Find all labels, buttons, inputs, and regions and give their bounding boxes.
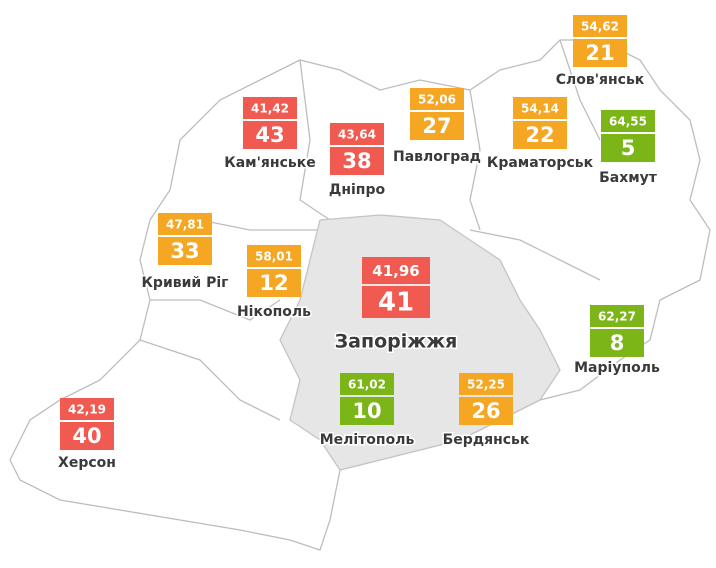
rank-box — [247, 269, 301, 297]
score-box — [247, 245, 301, 267]
city-name: Павлоград — [393, 149, 481, 165]
rank-box — [410, 112, 464, 140]
rank-box — [243, 121, 297, 149]
rank: 22 — [525, 123, 554, 147]
score: 54,62 — [581, 20, 619, 34]
rank-box — [158, 237, 212, 265]
rank-box — [362, 286, 430, 318]
city-name: Дніпро — [329, 182, 386, 198]
rank: 40 — [72, 424, 101, 448]
score-box — [601, 110, 655, 132]
city-name: Кривий Ріг — [141, 275, 228, 291]
rank-box — [513, 121, 567, 149]
rank-box — [459, 397, 513, 425]
score-box — [60, 398, 114, 420]
city-name: Запоріжжя — [335, 331, 458, 353]
rank: 33 — [170, 239, 199, 263]
rank: 21 — [585, 41, 614, 65]
rank-box — [340, 397, 394, 425]
city-name: Слов'янськ — [556, 72, 645, 88]
score: 42,19 — [68, 403, 106, 417]
city-name: Бахмут — [599, 170, 658, 186]
score-box — [590, 305, 644, 327]
rank-box — [330, 147, 384, 175]
score: 54,14 — [521, 102, 559, 116]
score: 52,06 — [418, 93, 456, 107]
city-name: Херсон — [58, 455, 116, 471]
city-name: Мелітополь — [320, 432, 415, 448]
rank: 10 — [352, 399, 381, 423]
rank: 12 — [259, 271, 288, 295]
score: 62,27 — [598, 310, 636, 324]
rank-box — [573, 39, 627, 67]
city-name: Бердянськ — [443, 432, 530, 448]
city-name: Кам'янське — [224, 155, 315, 171]
city-name: Маріуполь — [574, 360, 660, 376]
score-box — [573, 15, 627, 37]
score-box — [330, 123, 384, 145]
score: 41,96 — [372, 262, 419, 280]
score-box — [362, 257, 430, 284]
rank-box — [590, 329, 644, 357]
score-box — [158, 213, 212, 235]
rank-box — [60, 422, 114, 450]
rank: 26 — [471, 399, 500, 423]
score: 47,81 — [166, 218, 204, 232]
score-box — [410, 88, 464, 110]
score: 58,01 — [255, 250, 293, 264]
rank: 8 — [610, 331, 625, 355]
rank: 5 — [621, 136, 636, 160]
city-name: Краматорськ — [487, 155, 594, 171]
rank: 43 — [255, 123, 284, 147]
rank-box — [601, 134, 655, 162]
score: 64,55 — [609, 115, 647, 129]
score-box — [243, 97, 297, 119]
score-box — [340, 373, 394, 395]
score: 41,42 — [251, 102, 289, 116]
score-box — [459, 373, 513, 395]
city-name: Нікополь — [237, 304, 311, 320]
score: 61,02 — [348, 378, 386, 392]
rank: 38 — [342, 149, 371, 173]
rank: 41 — [378, 288, 414, 318]
score-box — [513, 97, 567, 119]
score: 43,64 — [338, 128, 376, 142]
score: 52,25 — [467, 378, 505, 392]
rank: 27 — [422, 114, 451, 138]
